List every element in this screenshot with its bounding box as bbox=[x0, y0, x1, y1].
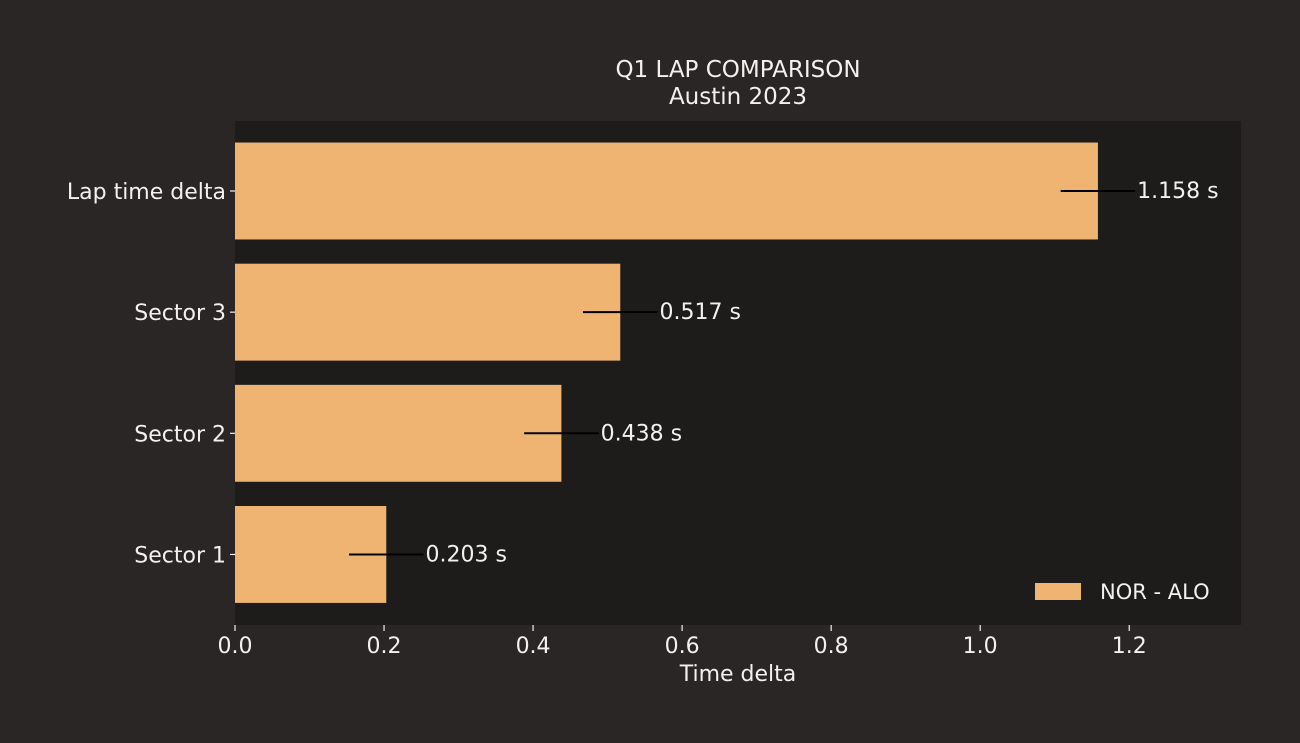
x-tick-label-3: 0.6 bbox=[665, 634, 700, 659]
chart-subtitle: Austin 2023 bbox=[669, 84, 807, 110]
y-tick-label-2: Sector 2 bbox=[134, 422, 226, 447]
data-label-0: 1.158 s bbox=[1137, 179, 1218, 204]
x-tick-label-4: 0.8 bbox=[814, 634, 849, 659]
x-tick-label-5: 1.0 bbox=[963, 634, 998, 659]
x-tick-label-1: 0.2 bbox=[367, 634, 402, 659]
bar-0 bbox=[235, 142, 1098, 240]
x-axis-label: Time delta bbox=[679, 662, 797, 687]
bar-1 bbox=[235, 263, 621, 361]
error-bars-group bbox=[349, 190, 1136, 556]
y-tick-label-0: Lap time delta bbox=[67, 180, 226, 205]
x-tick-label-0: 0.0 bbox=[218, 634, 253, 659]
y-tick-label-3: Sector 1 bbox=[134, 543, 226, 568]
x-axis: 0.0 0.2 0.4 0.6 0.8 1.0 1.2 bbox=[218, 625, 1147, 659]
x-tick-label-6: 1.2 bbox=[1112, 634, 1147, 659]
bars-group bbox=[235, 142, 1098, 603]
data-labels-group: 1.158 s 0.517 s 0.438 s 0.203 s bbox=[426, 179, 1219, 567]
legend: NOR - ALO bbox=[1035, 580, 1210, 604]
chart-title: Q1 LAP COMPARISON bbox=[615, 57, 860, 83]
legend-swatch bbox=[1035, 583, 1081, 600]
y-axis: Lap time delta Sector 3 Sector 2 Sector 1 bbox=[67, 180, 235, 568]
data-label-1: 0.517 s bbox=[660, 300, 741, 325]
legend-label: NOR - ALO bbox=[1100, 580, 1210, 604]
bar-2 bbox=[235, 384, 562, 482]
data-label-2: 0.438 s bbox=[601, 421, 682, 446]
x-tick-label-2: 0.4 bbox=[516, 634, 551, 659]
y-tick-label-1: Sector 3 bbox=[134, 301, 226, 326]
data-label-3: 0.203 s bbox=[426, 542, 507, 567]
